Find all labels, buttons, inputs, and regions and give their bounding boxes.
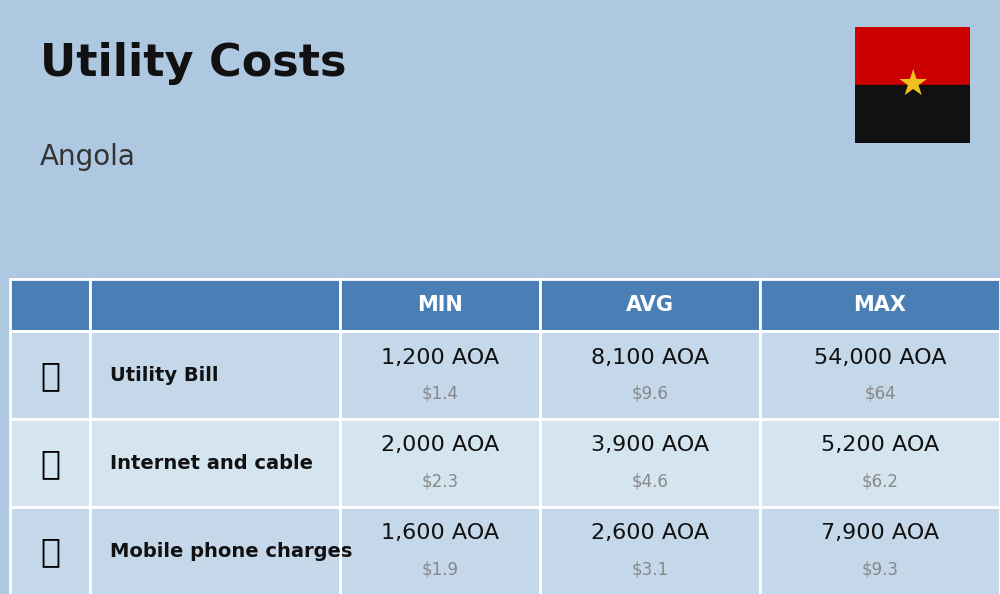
FancyBboxPatch shape [540,507,760,594]
Text: Utility Bill: Utility Bill [110,366,218,385]
FancyBboxPatch shape [760,331,1000,419]
FancyBboxPatch shape [340,419,540,507]
Text: $9.3: $9.3 [862,560,898,578]
Text: 5,200 AOA: 5,200 AOA [821,435,939,456]
FancyBboxPatch shape [90,279,340,331]
FancyBboxPatch shape [340,331,540,419]
Text: 📶: 📶 [40,447,60,480]
Text: $6.2: $6.2 [862,472,898,490]
Text: MAX: MAX [854,295,906,315]
Text: 7,900 AOA: 7,900 AOA [821,523,939,544]
Text: 8,100 AOA: 8,100 AOA [591,347,709,368]
Bar [855,84,970,143]
Text: 1,600 AOA: 1,600 AOA [381,523,499,544]
Text: $1.9: $1.9 [421,560,458,578]
Text: 2,600 AOA: 2,600 AOA [591,523,709,544]
FancyBboxPatch shape [540,331,760,419]
Text: MIN: MIN [417,295,463,315]
FancyBboxPatch shape [10,331,90,419]
FancyBboxPatch shape [10,279,90,331]
Text: 📱: 📱 [40,535,60,568]
Text: $4.6: $4.6 [632,472,668,490]
Text: 2,000 AOA: 2,000 AOA [381,435,499,456]
Text: Internet and cable: Internet and cable [110,454,313,473]
Text: $9.6: $9.6 [632,384,668,402]
FancyBboxPatch shape [10,419,90,507]
FancyBboxPatch shape [90,331,340,419]
FancyBboxPatch shape [340,507,540,594]
Text: Mobile phone charges: Mobile phone charges [110,542,352,561]
Bar [855,27,970,84]
Text: 🔧: 🔧 [40,359,60,392]
FancyBboxPatch shape [90,507,340,594]
Text: $64: $64 [864,384,896,402]
FancyBboxPatch shape [760,279,1000,331]
Text: Utility Costs: Utility Costs [40,42,347,84]
FancyBboxPatch shape [90,419,340,507]
Text: $1.4: $1.4 [421,384,458,402]
Text: $3.1: $3.1 [631,560,669,578]
FancyBboxPatch shape [760,419,1000,507]
Text: ★: ★ [896,68,929,102]
FancyBboxPatch shape [540,279,760,331]
Text: $2.3: $2.3 [421,472,459,490]
Text: Angola: Angola [40,143,136,170]
FancyBboxPatch shape [540,419,760,507]
FancyBboxPatch shape [10,507,90,594]
Text: 3,900 AOA: 3,900 AOA [591,435,709,456]
Text: 54,000 AOA: 54,000 AOA [814,347,946,368]
FancyBboxPatch shape [340,279,540,331]
Text: 1,200 AOA: 1,200 AOA [381,347,499,368]
FancyBboxPatch shape [760,507,1000,594]
Text: AVG: AVG [626,295,674,315]
